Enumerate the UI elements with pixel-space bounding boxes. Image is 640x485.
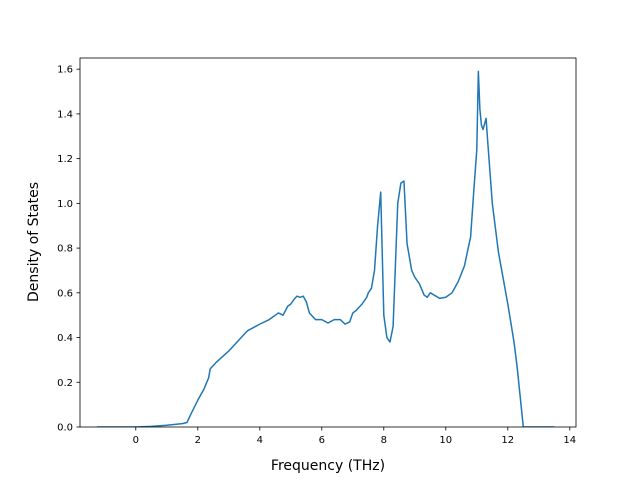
y-tick-label: 0.0 xyxy=(57,423,73,434)
y-tick-label: 0.6 xyxy=(57,288,73,299)
x-axis-label: Frequency (THz) xyxy=(271,458,385,474)
x-tick-label: 4 xyxy=(257,435,263,446)
y-tick-label: 0.8 xyxy=(57,244,73,255)
x-tick-label: 6 xyxy=(319,435,325,446)
y-axis-ticks: 0.0 0.2 0.4 0.6 0.8 1.0 1.2 1.4 1.6 xyxy=(57,65,80,434)
y-tick-label: 1.4 xyxy=(57,109,73,120)
plot-area xyxy=(97,70,555,427)
x-tick-label: 8 xyxy=(381,435,387,446)
dos-series-line xyxy=(97,70,555,427)
x-tick-label: 12 xyxy=(501,435,514,446)
axes-frame xyxy=(79,57,577,428)
x-tick-label: 2 xyxy=(195,435,201,446)
x-tick-label: 14 xyxy=(563,435,576,446)
y-axis-label: Density of States xyxy=(26,182,42,302)
y-tick-label: 1.0 xyxy=(57,199,73,210)
y-tick-label: 0.4 xyxy=(57,333,73,344)
x-tick-label: 10 xyxy=(439,435,452,446)
y-tick-label: 1.6 xyxy=(57,65,73,76)
x-axis-ticks: 0 2 4 6 8 10 12 14 xyxy=(133,427,576,446)
y-tick-label: 0.2 xyxy=(57,378,73,389)
y-tick-label: 1.2 xyxy=(57,154,73,165)
x-tick-label: 0 xyxy=(133,435,139,446)
